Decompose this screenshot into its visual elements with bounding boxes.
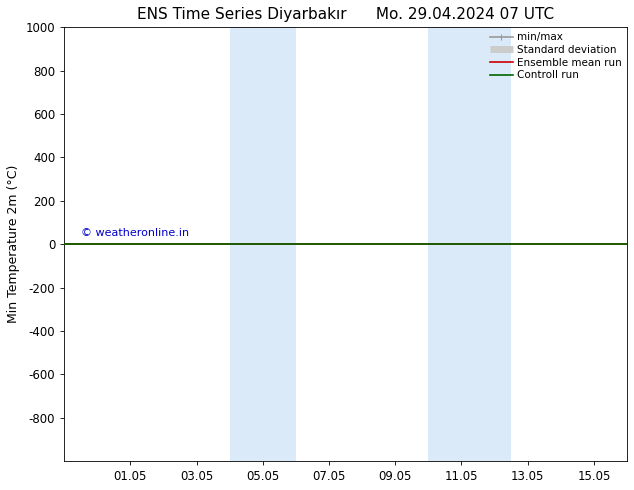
Text: © weatheronline.in: © weatheronline.in — [81, 228, 189, 238]
Legend: min/max, Standard deviation, Ensemble mean run, Controll run: min/max, Standard deviation, Ensemble me… — [487, 29, 625, 83]
Y-axis label: Min Temperature 2m (°C): Min Temperature 2m (°C) — [7, 165, 20, 323]
Title: ENS Time Series Diyarbakır      Mo. 29.04.2024 07 UTC: ENS Time Series Diyarbakır Mo. 29.04.202… — [137, 7, 554, 22]
Bar — [230, 27, 296, 461]
Bar — [429, 27, 511, 461]
